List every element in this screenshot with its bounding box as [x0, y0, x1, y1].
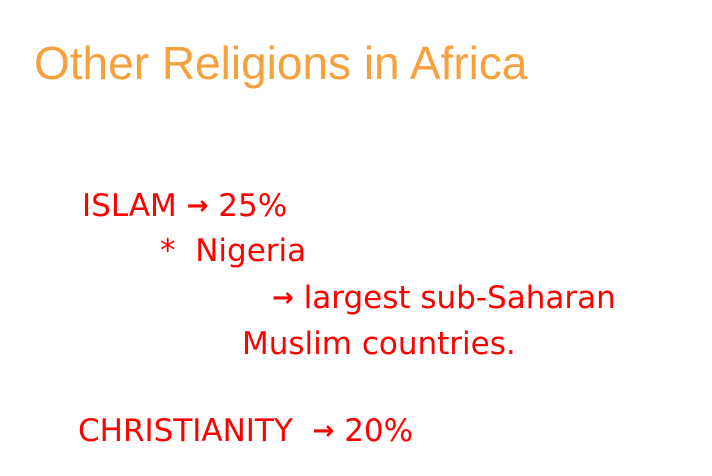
slide-title: Other Religions in Africa [34, 37, 528, 89]
largest-line: → largest sub-Saharan [272, 283, 616, 314]
arrow-right-icon: → [272, 283, 294, 313]
islam-label: ISLAM [82, 188, 177, 224]
christianity-percentage: 20% [344, 413, 414, 449]
islam-line: ISLAM → 25% [82, 191, 287, 222]
islam-percentage: 25% [218, 188, 288, 224]
nigeria-line: * Nigeria [160, 236, 306, 267]
nigeria-text: Nigeria [195, 233, 307, 269]
muslim-countries-line: Muslim countries. [242, 329, 516, 360]
christianity-label: CHRISTIANITY [78, 413, 293, 449]
muslim-countries-text: Muslim countries. [242, 326, 516, 362]
largest-text: largest sub-Saharan [303, 280, 616, 316]
christianity-line: CHRISTIANITY → 20% [78, 416, 413, 447]
bullet-asterisk: * [160, 233, 176, 269]
arrow-right-icon: → [312, 416, 335, 446]
arrow-right-icon: → [186, 191, 209, 221]
